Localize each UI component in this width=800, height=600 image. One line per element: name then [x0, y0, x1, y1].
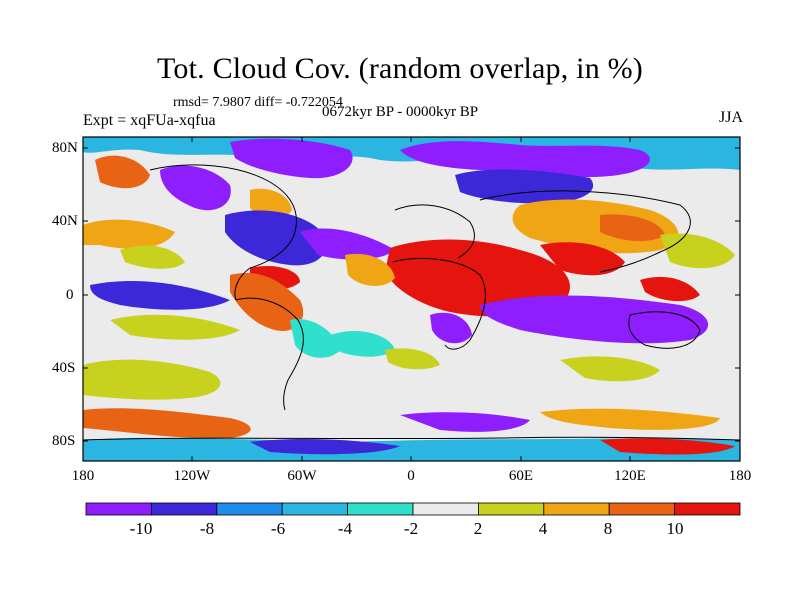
period-label: 0672kyr BP - 0000kyr BP: [322, 104, 479, 120]
coastline-africa: [391, 258, 486, 350]
field-patch: [83, 359, 221, 400]
lon-label: 60W: [287, 468, 317, 484]
field-patch: [160, 165, 231, 211]
field-patch: [400, 412, 530, 432]
season-label: JJA: [718, 109, 743, 126]
colorbar-swatch: [608, 502, 676, 516]
field-patch: [250, 439, 400, 455]
field-patch: [400, 141, 650, 178]
field-patch: [225, 210, 326, 266]
colorbar-swatch: [347, 502, 414, 516]
field-patch: [83, 408, 251, 439]
colorbar-label: 2: [473, 519, 483, 538]
lon-label: 120E: [614, 468, 646, 484]
coastline-australia: [628, 311, 701, 349]
lat-label: 80N: [52, 140, 78, 156]
colorbar-label: -4: [337, 519, 353, 538]
colorbar-swatch: [216, 502, 283, 516]
coastlines: [83, 164, 740, 441]
colorbar-swatch: [412, 502, 479, 516]
field-patch: [330, 330, 395, 357]
field-patch: [230, 138, 353, 179]
field-patch: [345, 253, 395, 286]
map-title: Tot. Cloud Cov. (random overlap, in %): [157, 52, 643, 85]
coastline-south-america: [235, 297, 304, 411]
cloud-field: [83, 137, 740, 461]
field-patch: [90, 280, 230, 310]
colorbar-label: -8: [199, 519, 215, 538]
colorbar-swatch: [85, 502, 152, 516]
field-patch: [300, 228, 395, 260]
colorbar-label: -6: [270, 519, 286, 538]
field-patch: [110, 314, 240, 340]
field-patch: [455, 169, 594, 204]
lat-label: 0: [66, 287, 74, 303]
lon-label: 180: [728, 468, 752, 484]
field-patch: [600, 438, 735, 455]
lon-label: 0: [407, 468, 415, 484]
coastline-europe: [394, 204, 475, 259]
colorbar-swatch: [543, 502, 610, 516]
field-patch: [540, 408, 720, 430]
colorbar-label: -10: [129, 519, 153, 538]
field-patch: [560, 356, 660, 382]
lat-label: 40S: [52, 360, 76, 376]
field-patch: [480, 295, 709, 344]
field-patch: [600, 214, 665, 242]
lat-label: 40N: [52, 213, 78, 229]
field-patch: [430, 312, 472, 344]
colorbar-swatch: [674, 502, 741, 516]
coastline-antarctica: [83, 436, 740, 441]
lon-label: 120W: [173, 468, 211, 484]
lon-label: 180: [71, 468, 95, 484]
stats-line: rmsd= 7.9807 diff= -0.722054: [173, 95, 343, 110]
experiment-label: Expt = xqFUa-xqfua: [83, 112, 216, 129]
field-patch: [83, 219, 175, 249]
colorbar-label: -2: [403, 519, 419, 538]
axis-ticks: [82, 137, 741, 461]
colorbar: [85, 502, 741, 516]
colorbar-label: 4: [538, 519, 548, 538]
coastline-north-america: [149, 164, 297, 301]
field-patch: [230, 272, 304, 331]
field-patch: [540, 242, 625, 276]
colorbar-swatch: [281, 502, 349, 516]
lat-label: 80S: [52, 433, 76, 449]
field-patch: [640, 276, 700, 302]
field-patch: [120, 245, 185, 269]
colorbar-label: 8: [603, 519, 613, 538]
coastline-asia: [479, 190, 691, 273]
colorbar-swatch: [477, 502, 545, 516]
colorbar-swatch: [150, 502, 218, 516]
lon-label: 60E: [508, 468, 534, 484]
field-patch: [95, 155, 150, 189]
field-patch: [83, 437, 740, 461]
colorbar-label: 10: [666, 519, 684, 538]
field-patch: [385, 348, 440, 370]
